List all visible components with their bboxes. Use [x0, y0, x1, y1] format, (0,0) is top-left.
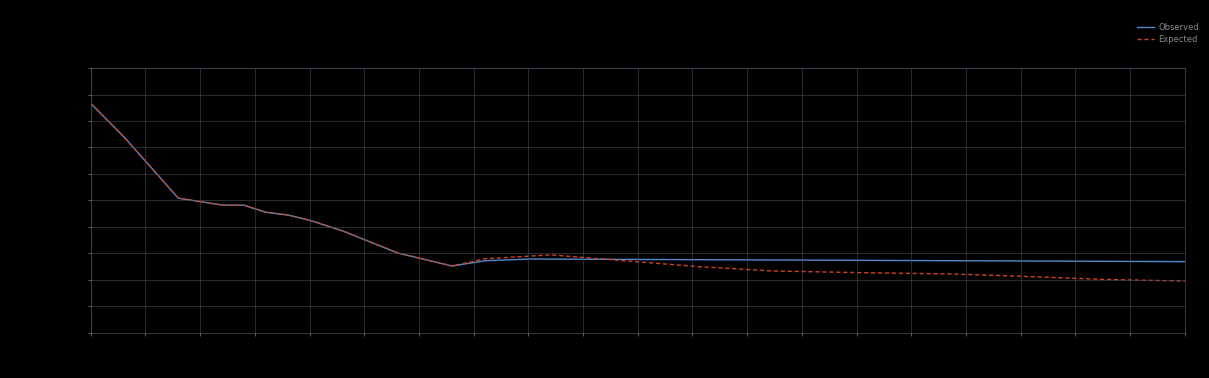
Line: Observed: Observed: [91, 103, 1185, 266]
Observed: [1146, 259, 1161, 264]
Observed: [588, 257, 602, 262]
Line: Expected: Expected: [91, 103, 1185, 281]
Legend: Observed, Expected: Observed, Expected: [1138, 23, 1199, 44]
Observed: [139, 160, 154, 165]
Observed: [945, 259, 960, 263]
Observed: [1178, 259, 1192, 264]
Expected: [83, 101, 98, 105]
Observed: [83, 101, 98, 105]
Expected: [586, 256, 601, 260]
Expected: [1178, 279, 1192, 284]
Expected: [945, 272, 960, 276]
Expected: [139, 160, 154, 165]
Observed: [445, 264, 459, 268]
Expected: [1145, 278, 1159, 283]
Observed: [1146, 259, 1161, 264]
Observed: [617, 257, 631, 262]
Expected: [1146, 278, 1161, 283]
Expected: [615, 259, 630, 263]
